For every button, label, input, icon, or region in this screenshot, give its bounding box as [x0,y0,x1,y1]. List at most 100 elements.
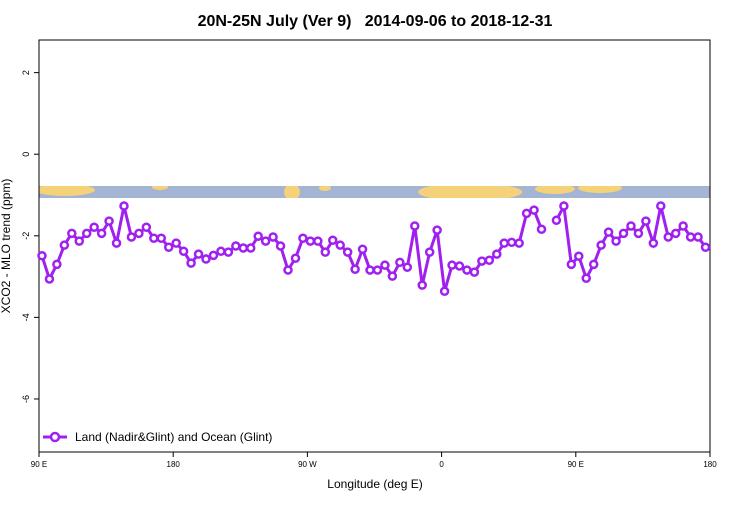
data-point [641,216,651,226]
data-point [626,221,636,231]
data-point [439,286,450,297]
data-point [447,260,457,270]
data-point [141,222,152,232]
data-point [477,256,487,266]
data-point [656,201,666,211]
data-point [335,240,345,250]
data-point [663,232,673,242]
data-point [462,265,472,275]
data-point [268,232,278,242]
y-tick-label: -6 [21,395,31,403]
y-tick-label: 0 [21,152,31,157]
data-point [320,247,331,257]
data-point [327,235,338,246]
data-point [566,259,577,270]
data-point [529,205,539,215]
data-point [514,238,524,248]
data-point [499,238,509,248]
data-point [253,231,263,241]
data-point [424,247,435,257]
data-point [432,225,442,235]
data-point [74,236,85,246]
data-point [372,265,383,275]
data-point [588,259,599,270]
data-point [275,241,286,251]
x-tick-label: 0 [439,460,444,469]
data-point [484,255,495,266]
data-point [298,233,308,243]
data-point [44,274,55,284]
data-point [395,257,405,268]
data-point [134,228,144,239]
data-point [290,253,301,263]
data-point [231,241,241,251]
data-point [96,228,107,239]
data-point [700,242,711,252]
legend-marker [49,431,61,443]
data-point [678,221,688,231]
y-tick-label: 2 [21,70,31,75]
data-point [37,251,47,261]
data-point [559,201,569,211]
x-tick-label: 90 E [31,460,47,469]
data-point [693,232,703,242]
data-point [685,232,696,242]
data-point [104,216,114,226]
data-point [417,280,427,290]
data-point [52,259,62,270]
data-point [469,267,480,277]
data-point [603,227,614,237]
y-tick-label: -4 [21,313,31,321]
x-tick-label: 90 W [298,460,317,469]
data-point [223,247,234,257]
data-point [574,251,584,261]
data-point [171,238,181,248]
data-point [283,265,293,275]
y-tick-label: -2 [21,232,31,240]
data-point [633,228,644,239]
data-point [238,243,249,253]
data-point [89,222,99,232]
data-point [521,208,532,219]
data-point [156,233,167,243]
data-point [492,249,502,259]
data-point [454,261,465,271]
map-strip [39,186,710,198]
data-point [67,228,77,239]
x-axis-label: Longitude (deg E) [327,477,422,491]
x-tick-label: 180 [167,460,181,469]
data-point [245,243,256,253]
data-point [193,249,204,259]
legend-label: Land (Nadir&Glint) and Ocean (Glint) [75,430,272,444]
data-point [260,236,271,246]
data-point [551,215,562,226]
legend: Land (Nadir&Glint) and Ocean (Glint) [43,430,272,444]
x-tick-label: 90 E [568,460,584,469]
data-point [350,264,360,275]
data-point [387,271,398,281]
data-point [581,273,591,283]
data-point [126,232,137,242]
data-point [59,240,70,250]
data-point [365,265,375,275]
data-point [506,237,517,248]
data-point [648,238,659,248]
data-point [410,221,420,231]
data-point [186,258,196,268]
data-point [596,240,606,250]
y-axis-label: XCO2 - MLO trend (ppm) [0,179,13,314]
x-tick-label: 180 [703,460,717,469]
data-point [402,262,413,272]
data-point [201,254,211,264]
data-point [149,233,159,243]
data-point [178,246,189,257]
data-point [670,228,681,239]
data-point [111,238,122,248]
data-point [313,236,323,246]
data-point [208,250,219,261]
data-point [81,228,92,239]
data-point [305,236,316,246]
data-point [380,260,390,270]
